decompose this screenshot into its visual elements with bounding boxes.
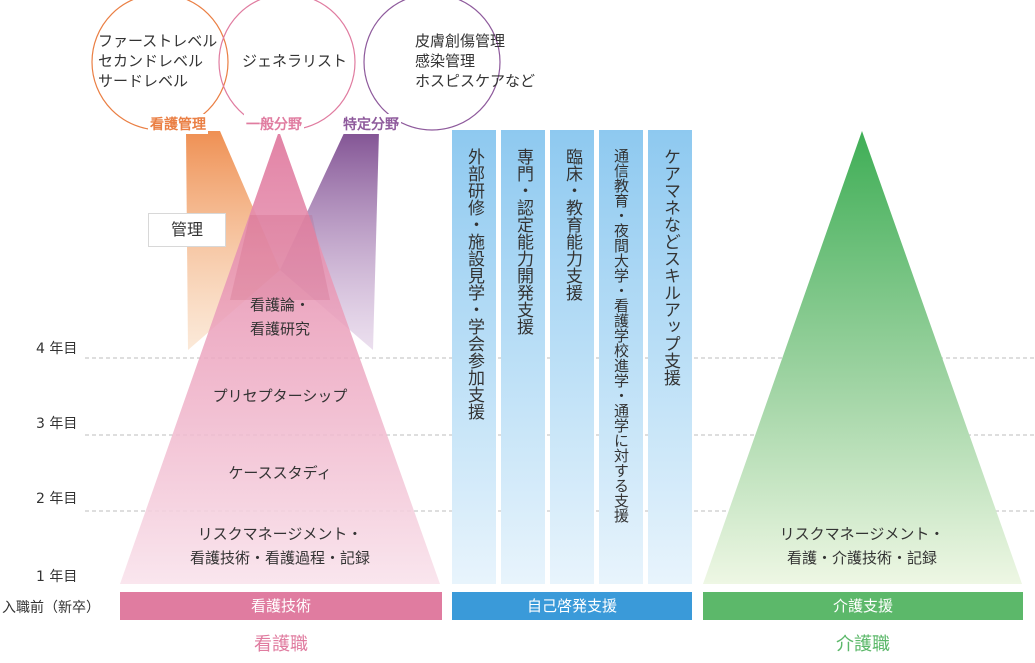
- nursing-skill-bar: 看護技術: [120, 592, 442, 620]
- care-support-bar: 介護支援: [703, 592, 1023, 620]
- nursing-staff-label: 看護職: [254, 634, 308, 655]
- support-column-text: 臨床・教育能力支援: [562, 148, 582, 301]
- support-column-text: 通信教育・夜間大学・看護学校進学・通学に対する支援: [612, 148, 630, 523]
- circle-text-line: セカンドレベル: [98, 52, 204, 70]
- year-label-3: 3 年目: [36, 416, 78, 432]
- nursing-level-case-study: ケーススタディ: [180, 461, 380, 485]
- circle-text-line: ホスピスケアなど: [415, 72, 536, 90]
- nursing-triangle: [120, 131, 440, 584]
- general-area-label: 一般分野: [244, 114, 304, 134]
- level-line: リスクマネージメント・: [779, 525, 945, 543]
- general-circle-text: ジェネラリスト: [242, 51, 347, 71]
- year-label-1: 1 年目: [36, 569, 78, 585]
- support-column-certification: 専門・認定能力開発支援: [501, 130, 545, 584]
- year-label-2: 2 年目: [36, 491, 78, 507]
- management-circle-text: ファーストレベル セカンドレベル サードレベル: [98, 31, 217, 91]
- level-line: 看護・介護技術・記録: [786, 549, 937, 567]
- circle-text-line: 皮膚創傷管理: [415, 32, 506, 50]
- pre-entry-label: 入職前（新卒）: [2, 600, 100, 616]
- level-line: リスクマネージメント・: [197, 525, 363, 543]
- level-line: ケーススタディ: [228, 464, 332, 482]
- nursing-level-basics: リスクマネージメント・ 看護技術・看護過程・記録: [150, 522, 410, 570]
- management-fan: [186, 131, 280, 350]
- circle-text-line: ジェネラリスト: [242, 52, 348, 70]
- specialty-circle: [363, 0, 501, 131]
- circle-text-line: 感染管理: [415, 52, 476, 70]
- support-column-external-training: 外部研修・施設見学・学会参加支援: [452, 130, 496, 584]
- level-line: 看護研究: [249, 320, 310, 338]
- level-line: プリセプターシップ: [212, 387, 348, 405]
- circle-text-line: ファーストレベル: [98, 32, 218, 50]
- support-column-text: 専門・認定能力開発支援: [513, 148, 533, 335]
- specialty-fan: [280, 131, 379, 350]
- support-column-text: ケアマネなどスキルアップ支援: [660, 148, 680, 386]
- nursing-level-research: 看護論・ 看護研究: [200, 293, 360, 341]
- overlap-area: [230, 215, 330, 300]
- management-area-label: 看護管理: [148, 114, 208, 134]
- specialty-circle-text: 皮膚創傷管理 感染管理 ホスピスケアなど: [415, 31, 535, 91]
- care-staff-label: 介護職: [836, 634, 890, 655]
- care-level-basics: リスクマネージメント・ 看護・介護技術・記録: [732, 522, 992, 570]
- support-column-skillup: ケアマネなどスキルアップ支援: [648, 130, 692, 584]
- level-line: 看護論・: [249, 296, 310, 314]
- year-label-4: 4 年目: [36, 341, 78, 357]
- support-column-clinical-education: 臨床・教育能力支援: [550, 130, 594, 584]
- management-box: 管理: [148, 213, 226, 247]
- self-development-bar: 自己啓発支援: [452, 592, 692, 620]
- support-column-schooling: 通信教育・夜間大学・看護学校進学・通学に対する支援: [599, 130, 643, 584]
- level-line: 看護技術・看護過程・記録: [189, 549, 370, 567]
- specialty-area-label: 特定分野: [341, 114, 401, 134]
- nursing-level-preceptorship: プリセプターシップ: [180, 384, 380, 408]
- care-triangle: [703, 131, 1022, 584]
- circle-text-line: サードレベル: [98, 72, 189, 90]
- support-column-text: 外部研修・施設見学・学会参加支援: [464, 148, 484, 420]
